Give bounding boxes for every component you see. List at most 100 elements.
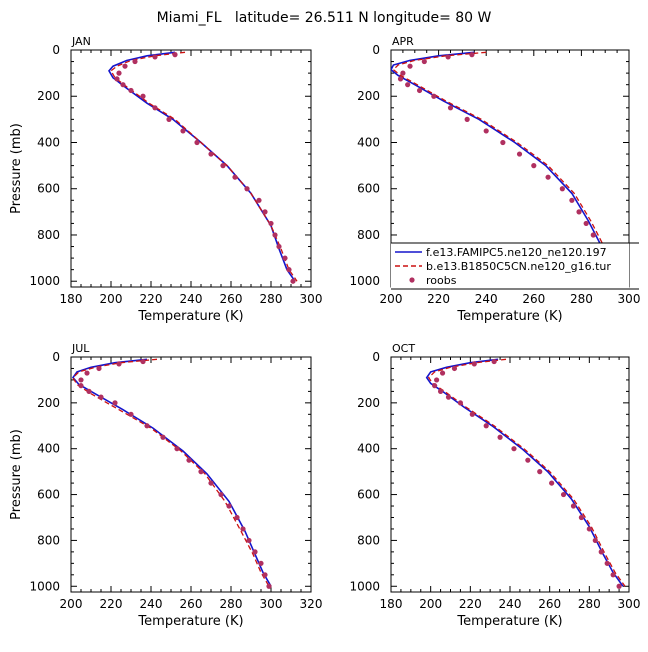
y-tick-label: 0 [52, 43, 60, 57]
roobs-point [290, 278, 296, 284]
roobs-point [160, 434, 166, 440]
panel-label: OCT [392, 342, 415, 355]
roobs-point [610, 572, 616, 578]
roobs-point [286, 267, 292, 273]
roobs-point [576, 209, 582, 215]
y-tick-label: 600 [357, 182, 380, 196]
y-tick-label: 400 [37, 442, 60, 456]
y-tick-label: 400 [357, 135, 380, 149]
y-tick-label: 200 [37, 396, 60, 410]
roobs-point [246, 537, 252, 544]
x-tick-label: 240 [140, 597, 163, 611]
roobs-point [116, 361, 122, 367]
roobs-point [218, 491, 224, 498]
panel-jul: JUL 200 220 240 260 280 300 320 0 200 400 600 800 100… [9, 342, 322, 629]
y-tick-label: 800 [37, 228, 60, 242]
y-tick-label: 800 [357, 228, 380, 242]
roobs-point [445, 394, 452, 400]
roobs-point [616, 583, 622, 589]
panel-apr: APR 200 220 240 260 280 300 0 200 400 600 800 1000 Te… [349, 35, 640, 324]
roobs-point [569, 197, 575, 203]
series-line-b1850 [427, 358, 626, 587]
roobs-point [232, 174, 238, 180]
roobs-point [516, 151, 523, 157]
x-axis-title: Temperature (K) [137, 309, 243, 324]
y-tick-label: 800 [357, 533, 380, 547]
legend-marker-roobs [409, 277, 415, 283]
roobs-point [282, 255, 288, 261]
x-tick-label: 200 [100, 292, 123, 306]
roobs-point [276, 243, 282, 250]
x-tick-label: 280 [260, 292, 283, 306]
roobs-point [166, 116, 172, 122]
y-axis-title: Pressure (mb) [9, 429, 24, 520]
roobs-point [537, 469, 543, 475]
x-tick-label: 220 [140, 292, 163, 306]
roobs-point [268, 220, 274, 227]
x-tick-label: 260 [538, 597, 561, 611]
roobs-point [220, 163, 226, 169]
roobs-point [511, 446, 517, 452]
y-tick-label: 200 [357, 396, 380, 410]
panel-jan: JAN 180 200 220 240 260 280 300 0 200 400 600 800 100… [9, 35, 322, 324]
roobs-point [240, 526, 246, 532]
plot-frame [70, 49, 312, 288]
x-tick-label: 220 [100, 597, 123, 611]
roobs-point [252, 549, 258, 555]
roobs-point [432, 383, 438, 389]
x-tick-label: 240 [475, 292, 498, 306]
roobs-point [194, 139, 200, 146]
roobs-point [86, 388, 92, 394]
x-tick-label: 280 [578, 597, 601, 611]
roobs-point [497, 434, 503, 440]
y-tick-label: 1000 [29, 274, 60, 288]
roobs-point [525, 457, 531, 463]
roobs-point [491, 358, 497, 365]
plot-area [71, 358, 272, 589]
roobs-point [560, 491, 567, 498]
roobs-point [84, 370, 90, 376]
roobs-point [604, 560, 610, 566]
roobs-point [152, 105, 158, 111]
x-tick-label: 240 [180, 292, 203, 306]
y-tick-label: 1000 [29, 579, 60, 593]
x-tick-label: 220 [427, 292, 450, 306]
roobs-point [578, 514, 585, 521]
roobs-point [266, 583, 272, 589]
roobs-point [262, 572, 268, 578]
x-axis-title: Temperature (K) [137, 614, 243, 629]
roobs-point [445, 54, 451, 60]
legend-label: b.e13.B1850C5CN.ne120_g16.tur [426, 260, 611, 273]
panel-label: JAN [71, 35, 91, 48]
y-tick-label: 200 [37, 89, 60, 103]
roobs-point [132, 58, 138, 65]
roobs-point [174, 446, 180, 452]
y-tick-label: 400 [357, 442, 380, 456]
roobs-point [598, 549, 604, 555]
x-tick-label: 280 [220, 597, 243, 611]
roobs-point [180, 128, 186, 134]
roobs-point [256, 197, 262, 203]
roobs-point [128, 411, 134, 417]
panel-oct: OCT 180 200 220 240 260 280 300 0 200 400 600 800 100… [349, 342, 640, 629]
roobs-point [234, 514, 240, 521]
legend-label: f.e13.FAMIPC5.ne120_ne120.197 [426, 246, 607, 259]
series-line-fam [425, 358, 624, 587]
roobs-point [122, 63, 128, 69]
roobs-point [397, 76, 404, 82]
y-tick-label: 0 [372, 350, 380, 364]
roobs-point [545, 174, 551, 180]
x-tick-label: 180 [380, 597, 403, 611]
roobs-point [272, 232, 278, 238]
roobs-point [172, 52, 178, 58]
x-tick-label: 200 [419, 597, 442, 611]
x-tick-label: 260 [220, 292, 243, 306]
y-axis-title: Pressure (mb) [9, 123, 24, 214]
series-line-b1850 [110, 51, 298, 282]
y-tick-label: 600 [37, 488, 60, 502]
series-line-fam [108, 51, 296, 282]
roobs-point [128, 87, 134, 94]
series-line-fam [71, 358, 272, 587]
legend: f.e13.FAMIPC5.ne120_ne120.197b.e13.B1850… [391, 242, 639, 290]
